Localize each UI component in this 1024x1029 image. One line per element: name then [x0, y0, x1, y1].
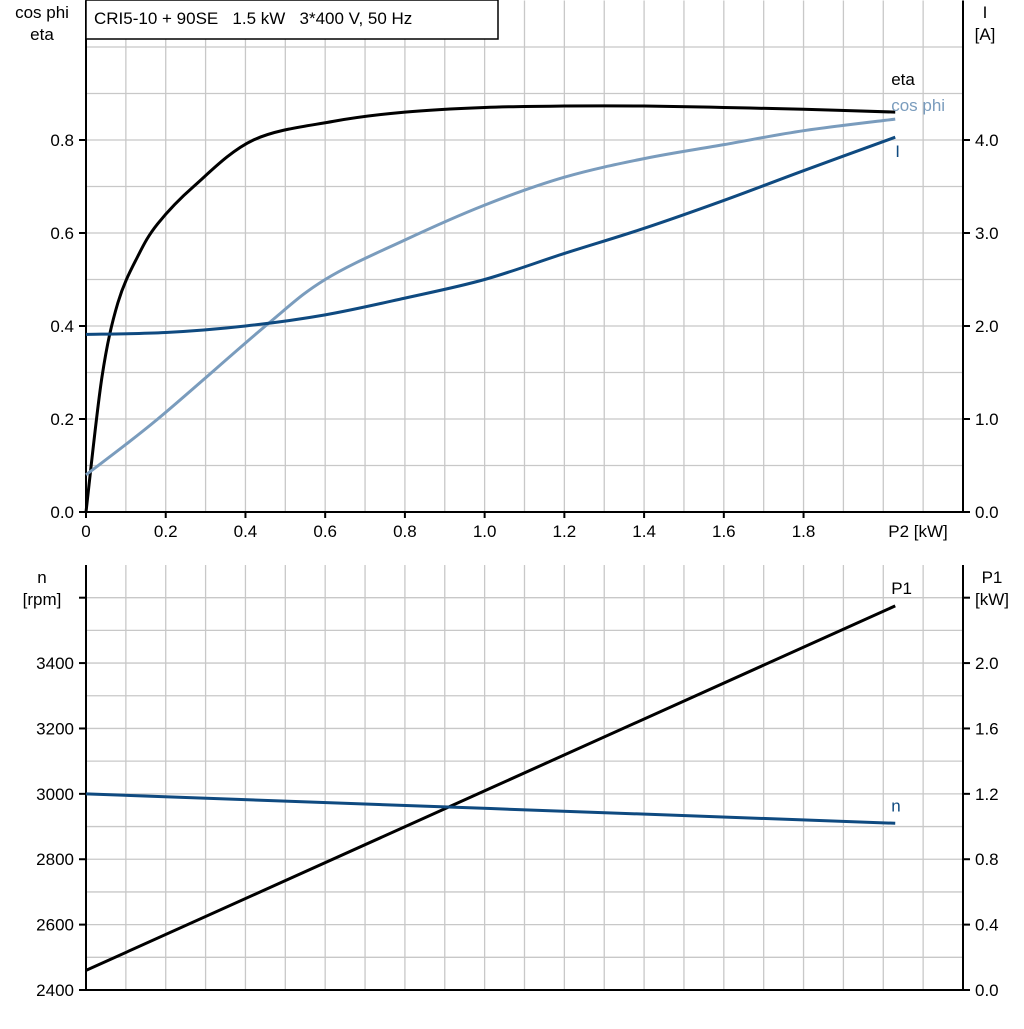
series-line-cos-phi — [85, 117, 896, 476]
right-tick-label: 1.2 — [975, 785, 999, 804]
left-tick-label: 2400 — [36, 981, 74, 1000]
right-tick-label: 0.0 — [975, 503, 999, 522]
right-tick-label: 4.0 — [975, 131, 999, 150]
x-tick-label: 1.4 — [632, 522, 656, 541]
bottom-right-axis-label-1: P1 — [982, 568, 1003, 587]
x-tick-label: 1.0 — [473, 522, 497, 541]
left-tick-label: 2600 — [36, 916, 74, 935]
right-tick-label: 2.0 — [975, 317, 999, 336]
x-tick-label: 1.2 — [553, 522, 577, 541]
bottom-left-axis-label-1: n — [37, 568, 46, 587]
bottom-chart: 2400 2600 2800 3000 3200 3400 0.0 0.4 0.8 1.2 1.6 2… — [36, 565, 999, 1000]
series-label-eta: eta — [891, 70, 915, 89]
right-tick-label: 1.6 — [975, 719, 999, 738]
title-box — [85, 0, 499, 40]
x-axis-label: P2 [kW] — [888, 522, 948, 541]
series-label-cos-phi: cos phi — [891, 96, 945, 115]
left-tick-label: 2800 — [36, 850, 74, 869]
bottom-right-axis-label-2: [kW] — [975, 590, 1009, 609]
series-line-n — [85, 792, 896, 825]
series-label-n: n — [891, 796, 900, 815]
right-tick-label: 1.0 — [975, 410, 999, 429]
x-tick-label: 1.6 — [712, 522, 736, 541]
left-tick-label: 0.8 — [50, 131, 74, 150]
x-tick-label: 0.8 — [393, 522, 417, 541]
top-left-axis-label-2: eta — [30, 25, 54, 44]
right-tick-label: 0.8 — [975, 850, 999, 869]
series-line-eta — [84, 104, 896, 513]
top-right-axis-label-1: I — [983, 3, 988, 22]
right-tick-label: 3.0 — [975, 224, 999, 243]
top-right-axis-label-2: [A] — [975, 25, 996, 44]
x-tick-label: 1.8 — [792, 522, 816, 541]
right-tick-label: 0.4 — [975, 916, 999, 935]
left-tick-label: 3400 — [36, 654, 74, 673]
series-line-i — [85, 135, 896, 336]
left-tick-label: 0.0 — [50, 503, 74, 522]
left-tick-label: 0.4 — [50, 317, 74, 336]
x-tick-label: 0.2 — [154, 522, 178, 541]
x-tick-label: 0.6 — [313, 522, 337, 541]
x-tick-label: 0.4 — [234, 522, 258, 541]
top-chart: 0.0 0.2 0.4 0.6 0.8 0.0 1.0 2.0 3.0 4.0 0 0.2 0.4 0.6… — [50, 0, 999, 541]
series-label-p1: P1 — [891, 579, 912, 598]
right-tick-label: 2.0 — [975, 654, 999, 673]
left-tick-label: 3000 — [36, 785, 74, 804]
top-left-axis-label-1: cos phi — [15, 3, 69, 22]
left-tick-label: 0.2 — [50, 410, 74, 429]
left-tick-label: 0.6 — [50, 224, 74, 243]
bottom-left-axis-label-2: [rpm] — [23, 590, 62, 609]
chart-title: CRI5-10 + 90SE 1.5 kW 3*400 V, 50 Hz — [94, 9, 412, 28]
series-line-p1 — [85, 604, 896, 972]
left-tick-label: 3200 — [36, 719, 74, 738]
x-tick-label: 0 — [81, 522, 90, 541]
series-label-i: I — [895, 142, 900, 161]
right-tick-label: 0.0 — [975, 981, 999, 1000]
